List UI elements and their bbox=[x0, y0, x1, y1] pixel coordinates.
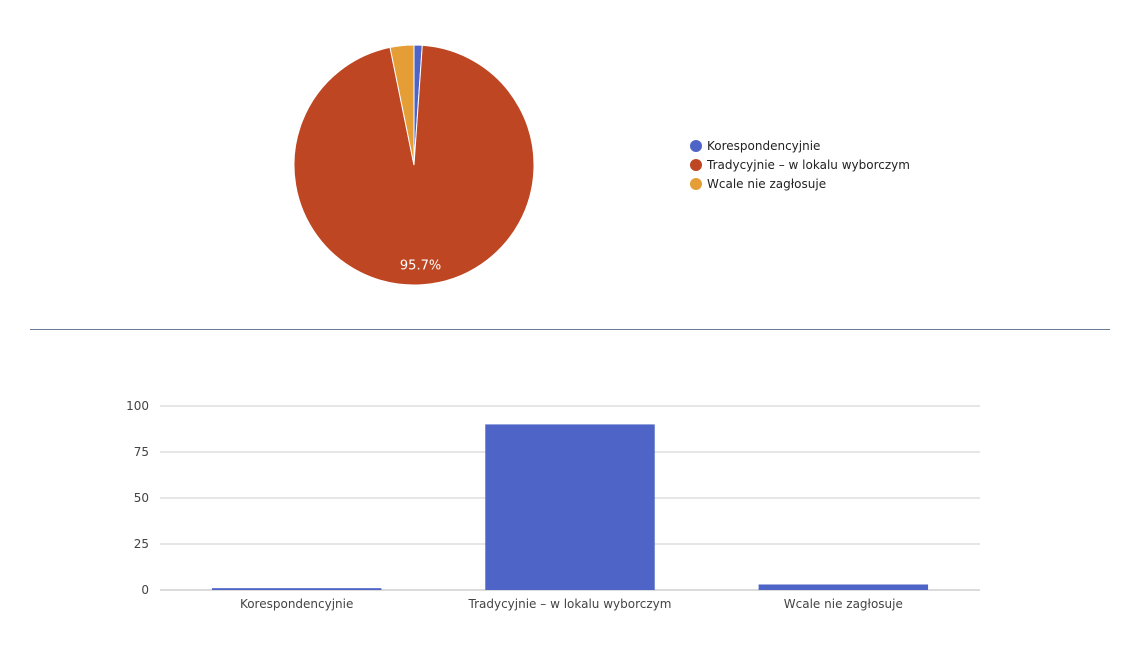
bar-wcale-nie-zaglosuje[interactable] bbox=[758, 584, 929, 590]
legend-item-wcale-nie-zaglosuje[interactable]: Wcale nie zagłosuje bbox=[690, 177, 826, 191]
bar-chart-svg: 0 25 50 75 100 Korespondencyjnie Tradycyjnie … bbox=[126, 399, 980, 611]
legend-swatch-wcale-nie-zaglosuje bbox=[690, 178, 702, 190]
legend-swatch-tradycyjnie-w-lokalu-wyborczym bbox=[690, 159, 702, 171]
bar-korespondencyjnie[interactable] bbox=[211, 588, 382, 590]
bar-chart: 0 25 50 75 100 Korespondencyjnie Tradycyjnie … bbox=[0, 340, 1140, 659]
y-tick-label-25: 25 bbox=[134, 537, 149, 551]
pie-slice-label-tradycyjnie-w-lokalu-wyborczym: 95.7% bbox=[400, 258, 441, 273]
pie-chart-svg: 95.7% Korespondencyjnie Tradycyjnie – w l… bbox=[293, 44, 910, 286]
legend-label-korespondencyjnie: Korespondencyjnie bbox=[707, 139, 820, 153]
x-tick-label-tradycyjnie-w-lokalu-wyborczym: Tradycyjnie – w lokalu wyborczym bbox=[468, 597, 672, 611]
bar-x-tick-labels: Korespondencyjnie Tradycyjnie – w lokalu … bbox=[240, 597, 903, 611]
pie-legend: Korespondencyjnie Tradycyjnie – w lokalu … bbox=[690, 139, 910, 191]
y-tick-label-50: 50 bbox=[134, 491, 149, 505]
y-tick-label-0: 0 bbox=[141, 583, 149, 597]
pie-slice-wcale-nie-zaglosuje[interactable] bbox=[389, 44, 415, 166]
pie-chart: 95.7% Korespondencyjnie Tradycyjnie – w l… bbox=[0, 0, 1140, 320]
legend-swatch-korespondencyjnie bbox=[690, 140, 702, 152]
legend-label-tradycyjnie-w-lokalu-wyborczym: Tradycyjnie – w lokalu wyborczym bbox=[706, 158, 910, 172]
legend-item-korespondencyjnie[interactable]: Korespondencyjnie bbox=[690, 139, 820, 153]
y-tick-label-100: 100 bbox=[126, 399, 149, 413]
bar-tradycyjnie-w-lokalu-wyborczym[interactable] bbox=[485, 424, 655, 590]
pie-slice-labels: 95.7% bbox=[400, 258, 441, 273]
bar-y-tick-labels: 0 25 50 75 100 bbox=[126, 399, 149, 597]
legend-item-tradycyjnie-w-lokalu-wyborczym[interactable]: Tradycyjnie – w lokalu wyborczym bbox=[690, 158, 910, 172]
y-tick-label-75: 75 bbox=[134, 445, 149, 459]
x-tick-label-korespondencyjnie: Korespondencyjnie bbox=[240, 597, 353, 611]
pie-slice-tradycyjnie-w-lokalu-wyborczym[interactable] bbox=[293, 44, 535, 286]
bar-bars bbox=[211, 424, 929, 590]
x-tick-label-wcale-nie-zaglosuje: Wcale nie zagłosuje bbox=[784, 597, 903, 611]
section-divider bbox=[30, 329, 1110, 330]
legend-label-wcale-nie-zaglosuje: Wcale nie zagłosuje bbox=[707, 177, 826, 191]
pie-slices bbox=[293, 44, 535, 286]
